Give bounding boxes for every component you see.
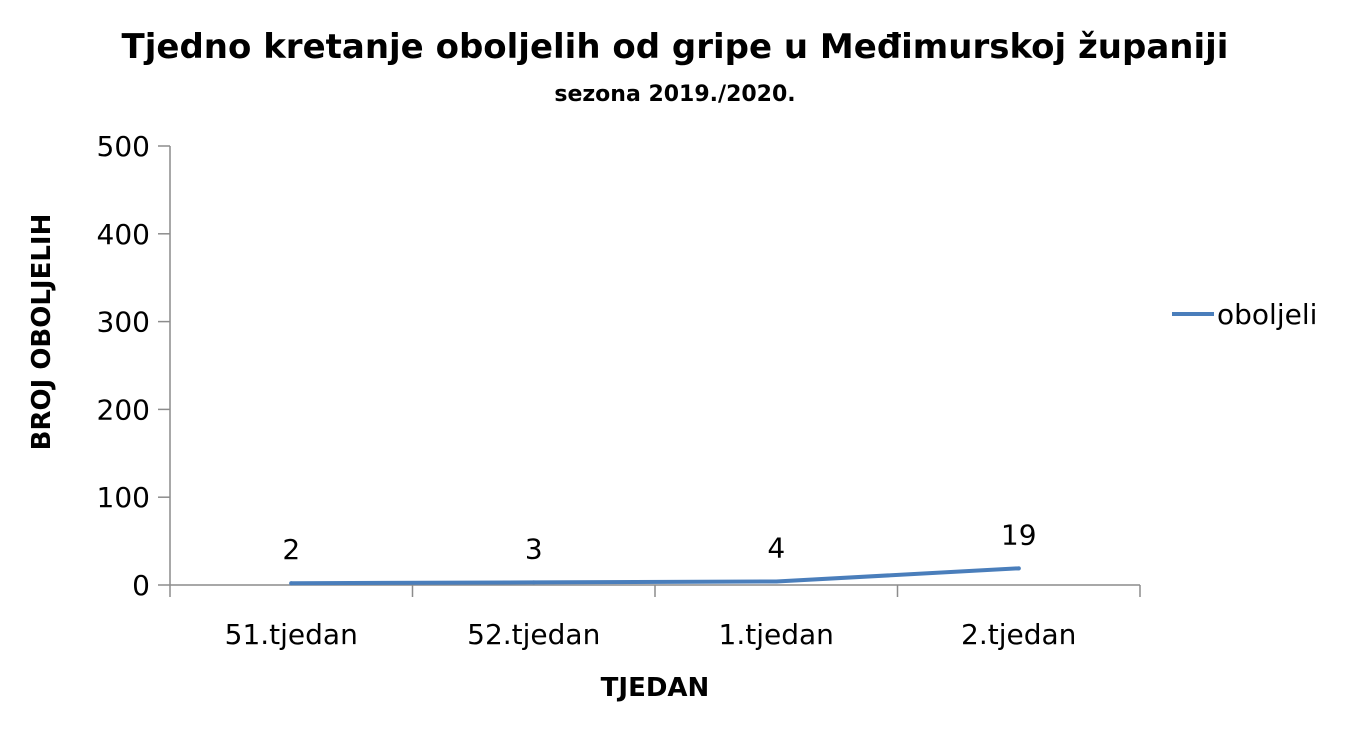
series-line [289, 566, 1021, 586]
data-point [289, 581, 294, 586]
y-tick-label: 200 [97, 393, 150, 426]
data-point [531, 580, 536, 585]
legend-label: oboljeli [1217, 298, 1317, 331]
y-tick-label: 100 [97, 481, 150, 514]
plot-area: 0 100 200 300 400 500 51.tjedan 52.tjedan 1.tjed… [97, 130, 1318, 651]
x-tick-label: 52.tjedan [467, 618, 600, 651]
y-tick-label: 500 [97, 130, 150, 163]
x-axis-title: TJEDAN [601, 673, 710, 703]
data-label: 19 [1001, 518, 1037, 551]
y-tick-label: 400 [97, 218, 150, 251]
data-point [774, 579, 779, 584]
chart-title: Tjedno kretanje oboljelih od gripe u Međ… [122, 27, 1229, 67]
x-tick-label: 2.tjedan [961, 618, 1076, 651]
data-label: 2 [282, 533, 300, 566]
data-point [1016, 566, 1021, 571]
y-tick-label: 300 [97, 306, 150, 339]
y-axis-title: BROJ OBOLJELIH [27, 214, 57, 451]
data-label: 4 [767, 531, 785, 564]
x-tick-label: 1.tjedan [719, 618, 834, 651]
y-tick-label: 0 [132, 569, 150, 602]
data-label: 3 [525, 532, 543, 565]
chart-subtitle: sezona 2019./2020. [554, 82, 795, 107]
x-tick-label: 51.tjedan [225, 618, 358, 651]
